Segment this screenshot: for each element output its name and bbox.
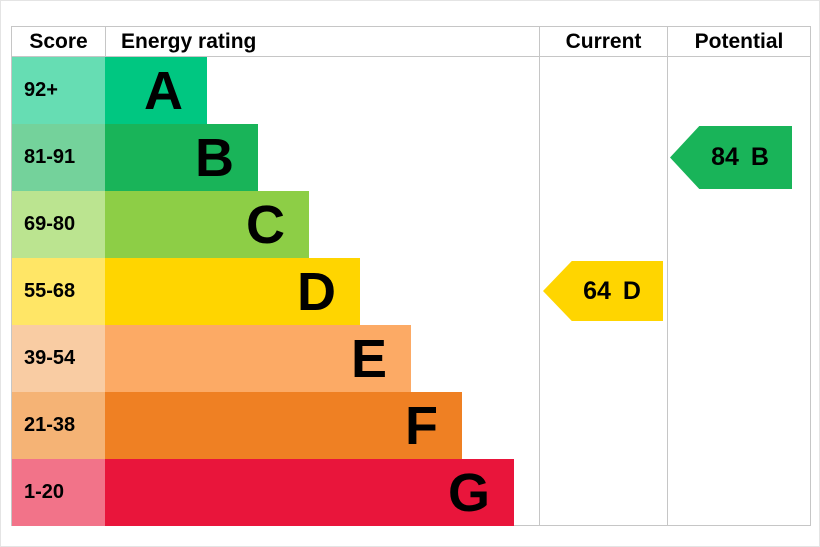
rating-letter-c: C [246, 194, 285, 255]
score-range-b: 81-91 [12, 124, 105, 191]
band-row-c: 69-80 C [12, 191, 810, 258]
score-range-a: 92+ [12, 57, 105, 124]
rating-letter-f: F [405, 395, 438, 456]
rating-letter-e: E [350, 328, 387, 389]
band-row-a: 92+ A [12, 57, 810, 124]
current-rating-letter: D [622, 276, 641, 305]
rating-bar-f: F [105, 392, 462, 459]
score-range-c: 69-80 [12, 191, 105, 258]
rating-letter-a: A [144, 60, 183, 121]
rating-bands-area: 92+ A 81-91 B 69-80 C 55-68 D 39-54 E 21… [11, 57, 811, 526]
score-range-f: 21-38 [12, 392, 105, 459]
current-rating-arrow: 64 D [543, 261, 663, 321]
score-range-d: 55-68 [12, 258, 105, 325]
potential-column-divider [667, 57, 668, 525]
potential-rating-arrow: 84 B [670, 126, 792, 189]
rating-table: Score Energy rating Current Potential 92… [11, 26, 811, 526]
rating-bar-a: A [105, 57, 207, 124]
score-range-e: 39-54 [12, 325, 105, 392]
rating-bar-c: C [105, 191, 309, 258]
band-row-g: 1-20 G [12, 459, 810, 526]
rating-bar-d: D [105, 258, 360, 325]
column-header-score: Score [29, 29, 88, 53]
rating-letter-d: D [297, 261, 336, 322]
band-row-f: 21-38 F [12, 392, 810, 459]
potential-rating-letter: B [750, 143, 769, 171]
current-rating-value: 64 [583, 276, 611, 305]
rating-bar-b: B [105, 124, 258, 191]
band-row-b: 81-91 B [12, 124, 810, 191]
score-range-g: 1-20 [12, 459, 105, 526]
column-header-energy-rating: Energy rating [105, 27, 539, 56]
header-row: Score Energy rating Current Potential [11, 26, 811, 57]
column-header-potential: Potential [667, 27, 810, 56]
rating-letter-g: G [447, 462, 490, 523]
current-column-divider [539, 57, 540, 525]
rating-bar-e: E [105, 325, 411, 392]
rating-letter-b: B [195, 127, 234, 188]
potential-rating-value: 84 [711, 143, 739, 171]
rating-bar-g: G [105, 459, 514, 526]
column-header-current: Current [539, 27, 667, 56]
band-row-e: 39-54 E [12, 325, 810, 392]
band-row-d: 55-68 D [12, 258, 810, 325]
